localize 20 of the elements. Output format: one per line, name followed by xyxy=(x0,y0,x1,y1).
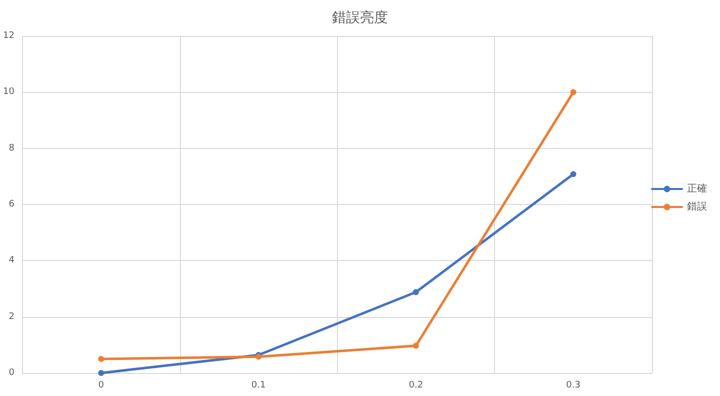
legend-label: 錯誤 xyxy=(687,200,707,212)
point xyxy=(98,370,104,376)
chart-title: 錯誤亮度 xyxy=(332,10,388,26)
point xyxy=(98,356,104,362)
x-tick-label: 0.1 xyxy=(251,380,266,390)
y-tick-label: 2 xyxy=(8,312,14,322)
x-tick-label: 0.2 xyxy=(408,380,424,390)
y-tick-label: 8 xyxy=(8,143,15,154)
y-tick-label: 12 xyxy=(3,31,14,41)
legend-label: 正確 xyxy=(687,184,707,194)
y-tick-label: 6 xyxy=(8,200,15,210)
point xyxy=(570,89,576,96)
y-tick-label: 0 xyxy=(8,368,15,378)
point xyxy=(412,342,419,349)
y-tick-label: 4 xyxy=(8,256,15,266)
x-tick-label: 0 xyxy=(98,380,104,390)
point xyxy=(570,171,576,178)
point xyxy=(412,289,419,296)
y-tick-label: 10 xyxy=(3,87,15,98)
x-tick-label: 0.3 xyxy=(566,380,580,390)
